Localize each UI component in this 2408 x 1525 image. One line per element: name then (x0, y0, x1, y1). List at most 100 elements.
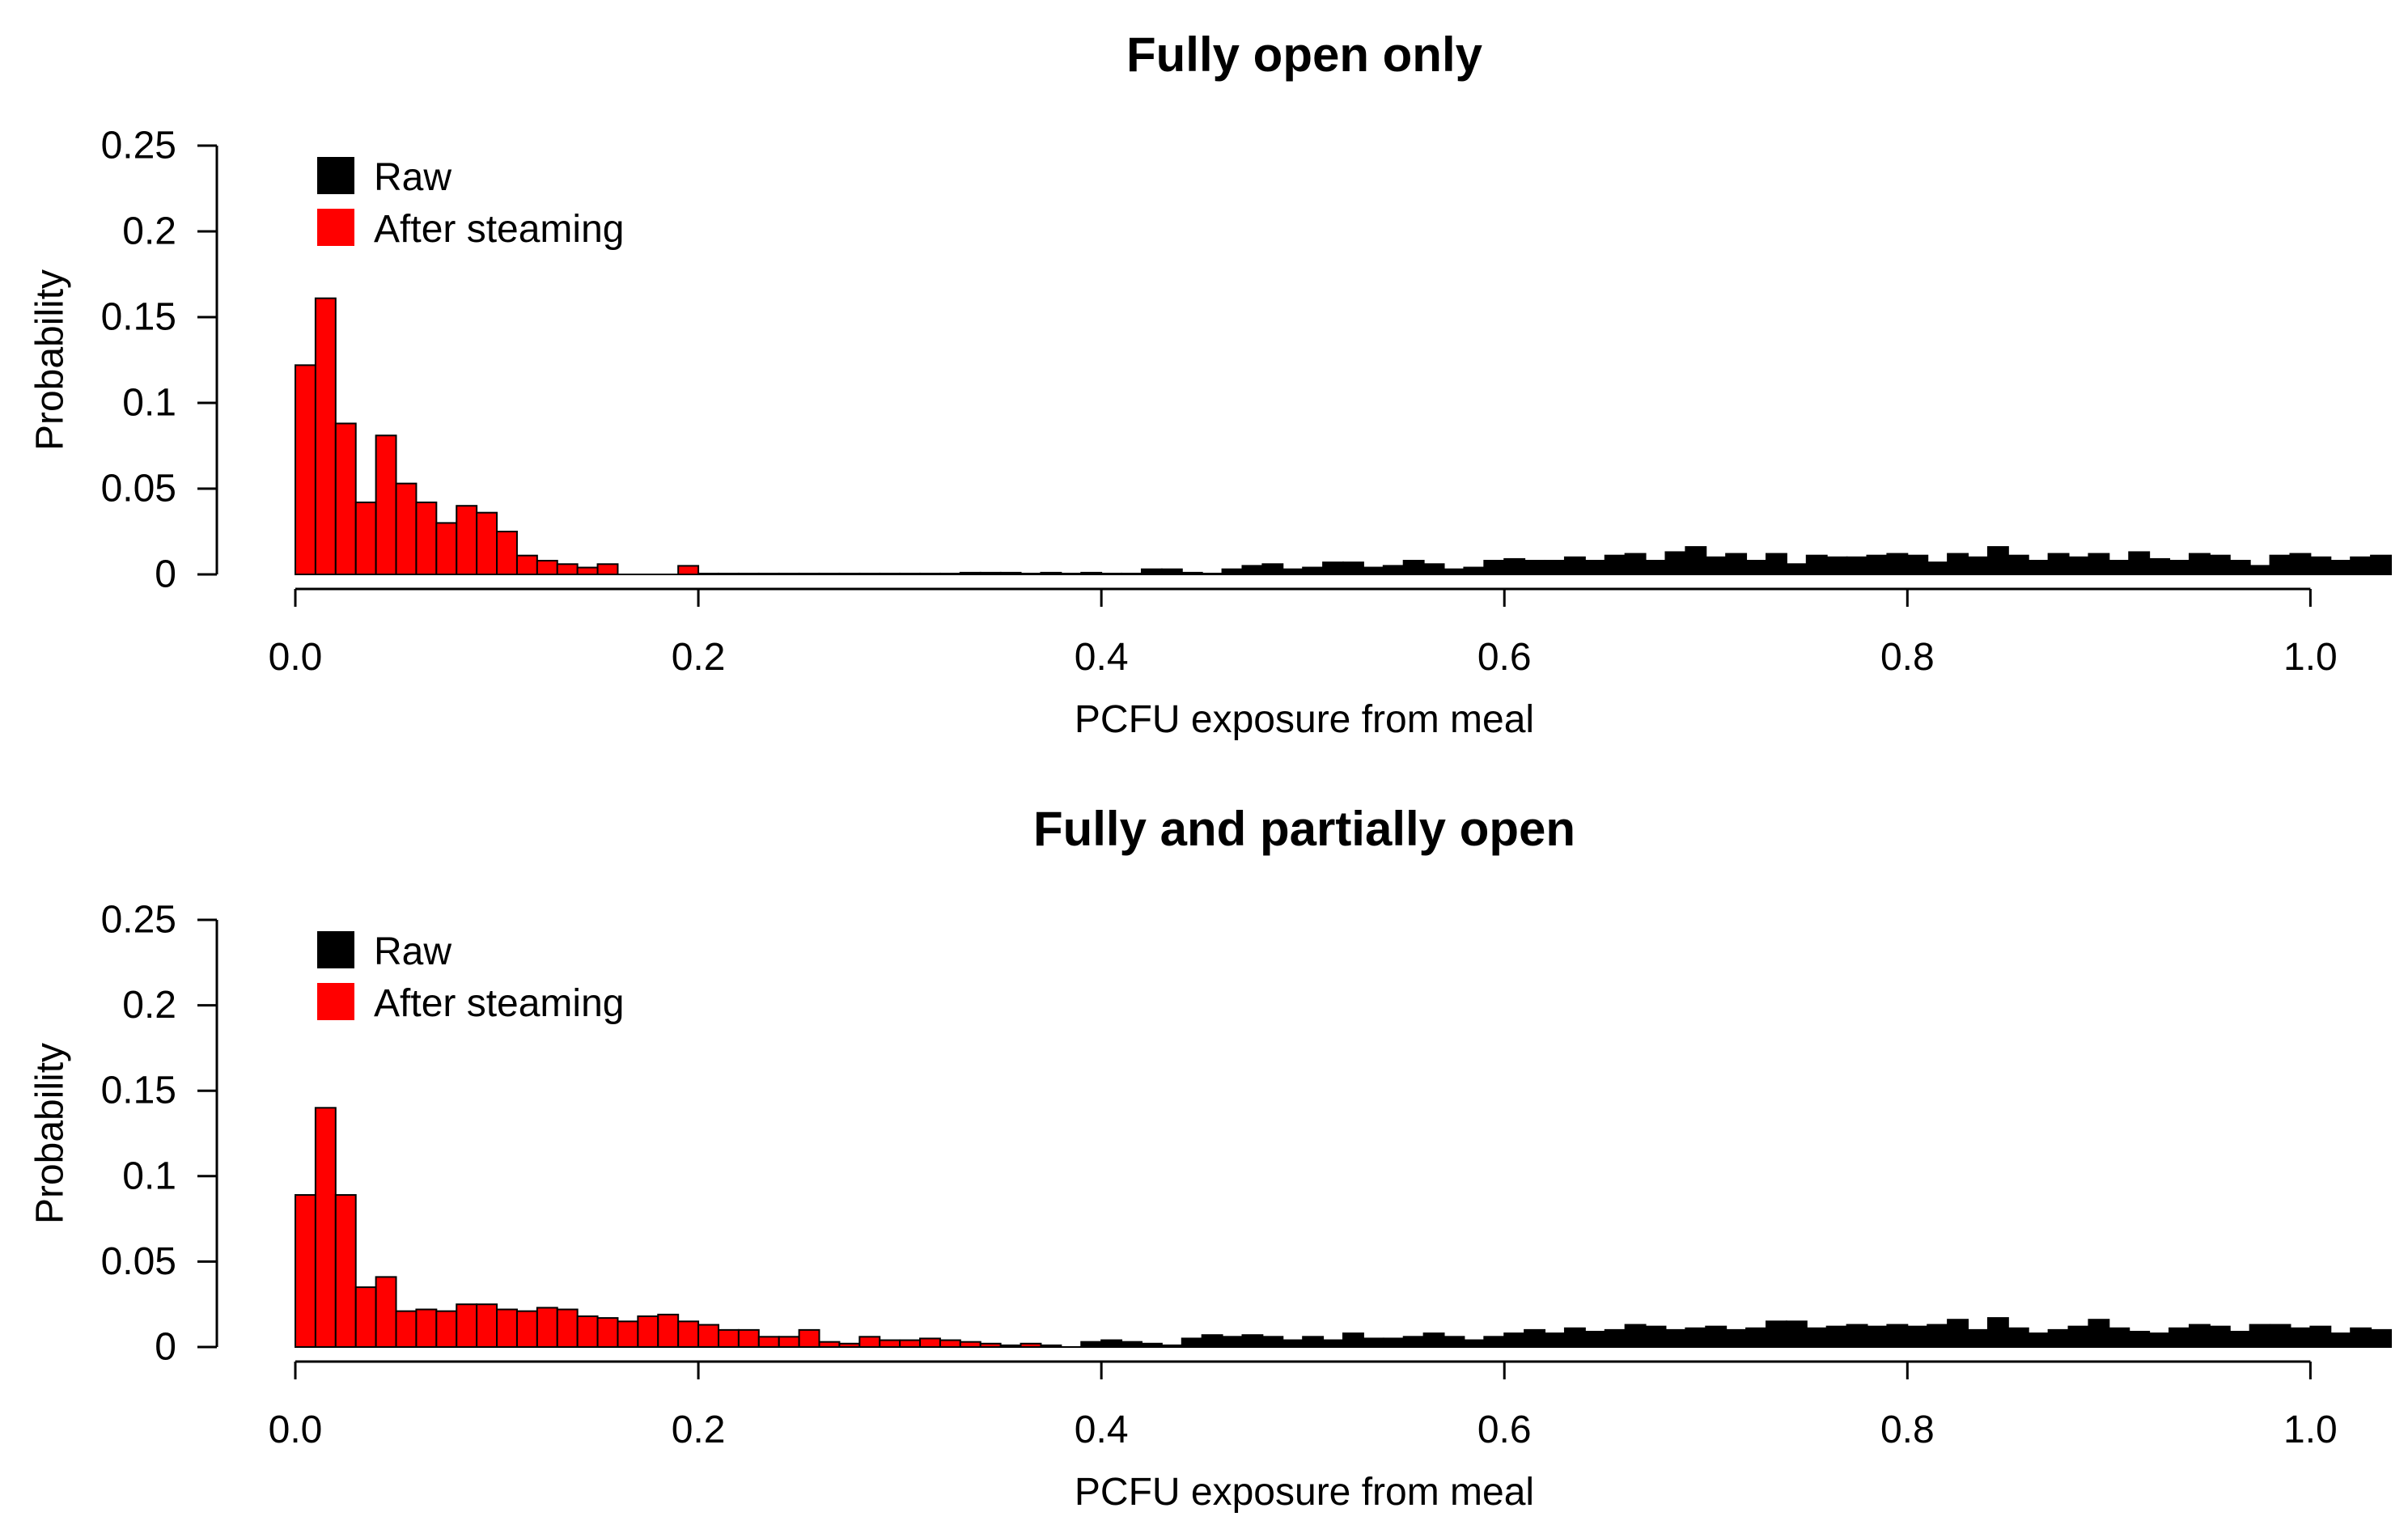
y-tick-label: 0.25 (101, 899, 176, 942)
raw-bar (2269, 1324, 2291, 1348)
raw-bar (2148, 557, 2171, 575)
raw-bar (1402, 1336, 1425, 1349)
raw-bar (2370, 554, 2393, 575)
raw-bar (2208, 554, 2231, 575)
raw-bar (1725, 553, 1748, 575)
raw-bar (1524, 560, 1546, 575)
raw-bar (1805, 1327, 1828, 1348)
raw-bar (1644, 1325, 1667, 1349)
raw-bar (1927, 561, 1949, 575)
raw-bar (1382, 565, 1405, 576)
raw-bar (1725, 1328, 1748, 1349)
steamed-bar (375, 1276, 397, 1348)
y-tick-label: 0.15 (101, 296, 176, 339)
raw-bar (1604, 554, 1626, 575)
x-tick-label: 0.0 (269, 1409, 323, 1451)
raw-bar (2088, 553, 2110, 575)
raw-bar (2148, 1332, 2171, 1349)
raw-bar (2289, 553, 2312, 575)
raw-bar (1483, 560, 1506, 575)
raw-bar (1765, 1320, 1787, 1348)
raw-bar (2289, 1327, 2312, 1348)
steamed-bar (295, 1194, 316, 1348)
steamed-bar (617, 1320, 639, 1348)
y-tick-label: 0.2 (122, 210, 176, 253)
legend-label-steamed: After steaming (374, 982, 624, 1025)
bars (295, 297, 2393, 576)
raw-bar (1422, 563, 1445, 576)
steamed-bar (415, 501, 438, 576)
y-tick-label: 0.05 (101, 468, 176, 510)
raw-bar (1342, 561, 1364, 575)
steamed-bar (375, 434, 397, 576)
panel-fully-and-partially-open: Fully and partially open Probability PCF… (29, 802, 2393, 1514)
raw-bar (2108, 560, 2130, 575)
steamed-bar (717, 1328, 740, 1349)
raw-bar (2067, 556, 2090, 575)
raw-bar (1483, 1336, 1506, 1349)
raw-bar (1181, 1337, 1203, 1348)
y-tick-label: 0.1 (122, 382, 176, 425)
steamed-bar (415, 1308, 438, 1349)
raw-bar (1302, 1336, 1325, 1349)
raw-bar (1947, 553, 1969, 575)
raw-bar (1261, 563, 1284, 576)
raw-bar (2168, 560, 2190, 575)
raw-bar (1765, 553, 1787, 575)
raw-bar (1906, 1325, 1929, 1349)
steamed-bar (576, 566, 599, 576)
legend-swatch-raw (317, 157, 354, 194)
raw-bar (1967, 556, 1989, 575)
raw-bar (2128, 1330, 2151, 1348)
raw-bar (1322, 1339, 1345, 1349)
y-axis-label: Probability (29, 269, 72, 451)
x-tick-label: 0.6 (1477, 636, 1532, 679)
raw-bar (1402, 560, 1425, 575)
raw-bar (1705, 556, 1728, 575)
raw-bar (1967, 1328, 1989, 1349)
legend-swatch-steamed (317, 209, 354, 246)
x-tick-label: 0.8 (1880, 636, 1935, 679)
y-tick-label: 0.05 (101, 1240, 176, 1283)
x-tick-label: 0.4 (1075, 636, 1129, 679)
y-tick-label: 0.1 (122, 1154, 176, 1197)
steamed-bar (314, 1107, 337, 1348)
steamed-bar (334, 1194, 357, 1348)
raw-bar (1906, 554, 1929, 575)
raw-bar (1624, 553, 1647, 575)
steamed-bar (677, 1320, 700, 1348)
panel-title: Fully and partially open (1033, 802, 1575, 856)
raw-bar (1745, 560, 1767, 575)
legend-swatch-steamed (317, 983, 354, 1020)
raw-bar (1362, 1337, 1384, 1348)
raw-bar (2208, 1325, 2231, 1349)
raw-bar (2047, 553, 2070, 575)
raw-bar (1241, 1334, 1264, 1348)
raw-bar (1302, 566, 1325, 576)
bars (295, 1107, 2393, 1349)
raw-bar (2088, 1319, 2110, 1349)
legend: Raw After steaming (317, 930, 624, 1025)
raw-bar (2128, 551, 2151, 576)
y-tick-label: 0 (155, 1326, 176, 1369)
steamed-bar (556, 563, 579, 576)
steamed-bar (496, 531, 518, 575)
legend-label-raw: Raw (374, 930, 451, 973)
raw-bar (2269, 554, 2291, 575)
steamed-bar (456, 505, 478, 576)
raw-bar (2007, 554, 2029, 575)
raw-bar (1927, 1324, 1949, 1348)
raw-bar (1100, 1339, 1123, 1349)
y-axis-label: Probability (29, 1043, 72, 1224)
raw-bar (1986, 1317, 2009, 1348)
steamed-bar (515, 1310, 538, 1348)
raw-bar (1524, 1328, 1546, 1349)
raw-bar (1785, 563, 1808, 576)
raw-bar (1563, 556, 1586, 575)
steamed-bar (536, 1307, 558, 1348)
raw-bar (2228, 1330, 2251, 1348)
raw-bar (1986, 546, 2009, 576)
x-axis-label: PCFU exposure from meal (1075, 698, 1534, 741)
steamed-bar (354, 1286, 377, 1348)
